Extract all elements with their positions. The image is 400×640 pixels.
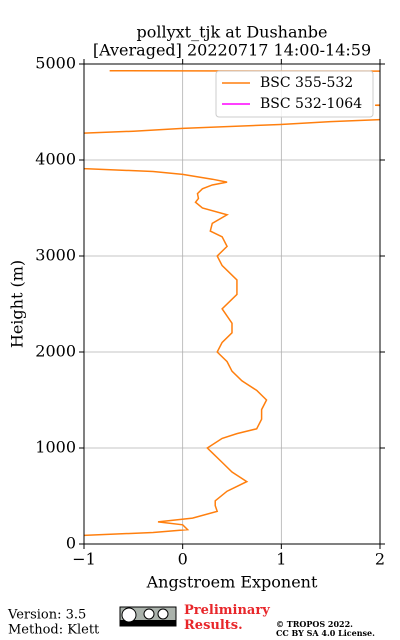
method: Method: Klett xyxy=(8,623,100,638)
license: CC BY SA 4.0 License. xyxy=(276,628,375,638)
cc-logo xyxy=(119,606,177,627)
notice: Preliminary Results. xyxy=(184,603,274,633)
data-line xyxy=(84,69,380,537)
x-axis-label: Angstroem Exponent xyxy=(146,573,318,592)
notice-line: Preliminary xyxy=(184,603,270,618)
y-tick-label: 3000 xyxy=(35,246,76,265)
legend-label: BSC 532-1064 xyxy=(260,96,362,112)
y-tick-label: 4000 xyxy=(35,150,76,169)
legend-box xyxy=(215,70,374,118)
plot-frame xyxy=(83,63,381,545)
x-tick-label: 2 xyxy=(375,550,385,569)
plot-area xyxy=(84,69,380,537)
x-tick-label: 1 xyxy=(276,550,286,569)
notice-line: Results. xyxy=(184,618,243,633)
x-tick-label: −1 xyxy=(72,550,96,569)
version: Version: 3.5 xyxy=(7,608,86,623)
y-tick-label: 2000 xyxy=(35,342,76,361)
copyright: © TROPOS 2022. xyxy=(276,619,353,629)
legend-label: BSC 355-532 xyxy=(260,75,353,91)
y-tick-label: 1000 xyxy=(35,438,76,457)
chart-title: pollyxt_tjk at Dushanbe xyxy=(136,23,327,42)
x-tick-label: 0 xyxy=(178,550,188,569)
chart-subtitle: [Averaged] 20220717 14:00-14:59 xyxy=(93,41,371,60)
y-tick-label: 0 xyxy=(66,534,76,553)
y-axis-label: Height (m) xyxy=(8,260,27,348)
y-tick-label: 5000 xyxy=(35,54,76,73)
